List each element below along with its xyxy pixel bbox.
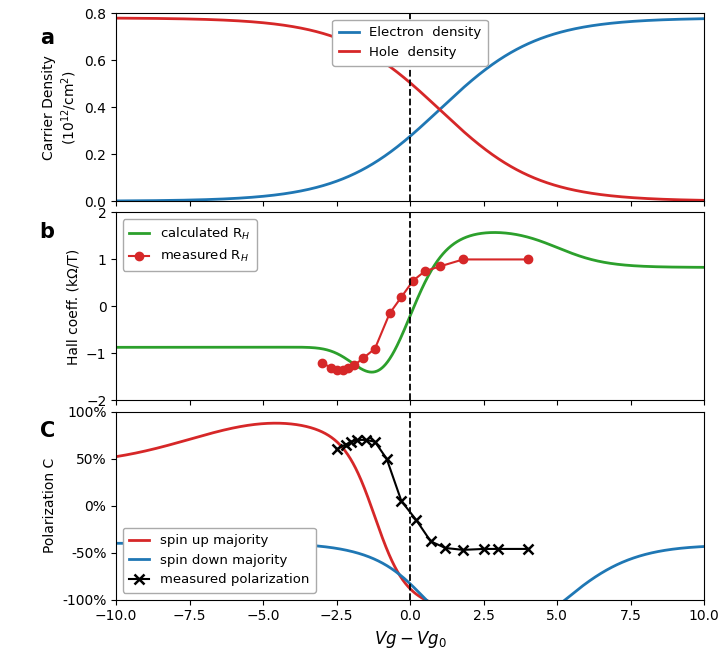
Hole  density: [142, 14, 150, 22]
spin down majority: [382, 561, 391, 569]
calculated R$_H$: [683, 264, 692, 272]
measured polarization: [412, 516, 420, 524]
spin down majority: [575, 585, 584, 592]
spin up majority: [683, 611, 692, 619]
measured polarization: [347, 438, 356, 445]
Electron  density: [382, 151, 391, 159]
measured R$_H$: [420, 268, 429, 275]
calculated R$_H$: [398, 330, 407, 338]
measured polarization: [479, 545, 488, 553]
Electron  density: [682, 15, 691, 23]
calculated R$_H$: [683, 264, 692, 272]
Line: spin up majority: spin up majority: [116, 423, 704, 615]
measured polarization: [459, 546, 468, 554]
measured R$_H$: [436, 262, 444, 270]
calculated R$_H$: [576, 252, 584, 260]
measured R$_H$: [333, 366, 341, 374]
Legend: spin up majority, spin down majority, measured polarization: spin up majority, spin down majority, me…: [123, 528, 316, 593]
Hole  density: [382, 60, 391, 68]
Text: b: b: [40, 222, 54, 242]
spin up majority: [398, 575, 407, 583]
measured polarization: [441, 544, 450, 552]
Y-axis label: Hall coeff. (kΩ/T): Hall coeff. (kΩ/T): [66, 248, 81, 364]
X-axis label: $Vg - Vg_0$: $Vg - Vg_0$: [374, 629, 446, 650]
calculated R$_H$: [142, 343, 150, 351]
measured R$_H$: [327, 364, 335, 372]
measured polarization: [523, 545, 532, 553]
spin up majority: [112, 453, 121, 461]
Electron  density: [700, 14, 709, 22]
spin up majority: [142, 447, 150, 455]
measured R$_H$: [523, 256, 532, 264]
spin down majority: [398, 573, 407, 581]
measured polarization: [362, 436, 370, 444]
Line: calculated R$_H$: calculated R$_H$: [116, 233, 704, 372]
Legend: calculated R$_H$, measured R$_H$: calculated R$_H$, measured R$_H$: [123, 219, 257, 271]
Hole  density: [112, 14, 121, 22]
Electron  density: [575, 24, 584, 32]
spin down majority: [682, 544, 691, 552]
spin up majority: [682, 611, 691, 619]
calculated R$_H$: [700, 264, 709, 272]
Y-axis label: Polarization C: Polarization C: [43, 458, 57, 554]
measured polarization: [383, 455, 391, 463]
measured R$_H$: [459, 256, 468, 264]
Hole  density: [700, 196, 709, 204]
Line: measured R$_H$: measured R$_H$: [318, 255, 532, 374]
measured R$_H$: [359, 354, 367, 362]
spin up majority: [383, 545, 391, 553]
calculated R$_H$: [490, 229, 499, 237]
Text: a: a: [40, 28, 54, 48]
spin up majority: [575, 611, 584, 619]
calculated R$_H$: [112, 343, 121, 351]
measured polarization: [426, 538, 435, 546]
measured R$_H$: [350, 361, 359, 369]
Line: Hole  density: Hole density: [116, 18, 704, 200]
Line: spin down majority: spin down majority: [116, 543, 704, 637]
Line: Electron  density: Electron density: [116, 18, 704, 201]
measured R$_H$: [344, 364, 353, 372]
spin down majority: [142, 539, 150, 547]
Electron  density: [112, 197, 121, 205]
measured polarization: [397, 497, 406, 505]
spin down majority: [112, 539, 121, 547]
spin up majority: [700, 611, 709, 619]
Hole  density: [682, 196, 691, 204]
measured R$_H$: [318, 359, 327, 367]
Hole  density: [682, 196, 691, 204]
measured polarization: [370, 438, 379, 445]
measured R$_H$: [370, 345, 379, 353]
spin down majority: [683, 544, 692, 552]
calculated R$_H$: [367, 368, 376, 376]
Hole  density: [575, 187, 584, 195]
spin down majority: [487, 633, 496, 641]
Legend: Electron  density, Hole  density: Electron density, Hole density: [333, 20, 488, 65]
Electron  density: [682, 15, 691, 23]
measured polarization: [353, 436, 362, 444]
measured R$_H$: [397, 293, 406, 301]
Text: C: C: [40, 421, 55, 441]
measured R$_H$: [409, 277, 417, 285]
measured polarization: [333, 445, 341, 453]
spin down majority: [700, 542, 709, 550]
Y-axis label: Carrier Density
(10$^{12}$/cm$^2$): Carrier Density (10$^{12}$/cm$^2$): [42, 55, 79, 159]
calculated R$_H$: [383, 359, 391, 367]
Line: measured polarization: measured polarization: [332, 435, 533, 555]
Hole  density: [398, 72, 407, 80]
spin up majority: [272, 419, 280, 427]
Electron  density: [398, 139, 407, 147]
measured R$_H$: [386, 310, 394, 318]
measured R$_H$: [338, 366, 347, 374]
measured polarization: [341, 441, 350, 449]
Electron  density: [142, 197, 150, 205]
measured polarization: [494, 545, 503, 553]
